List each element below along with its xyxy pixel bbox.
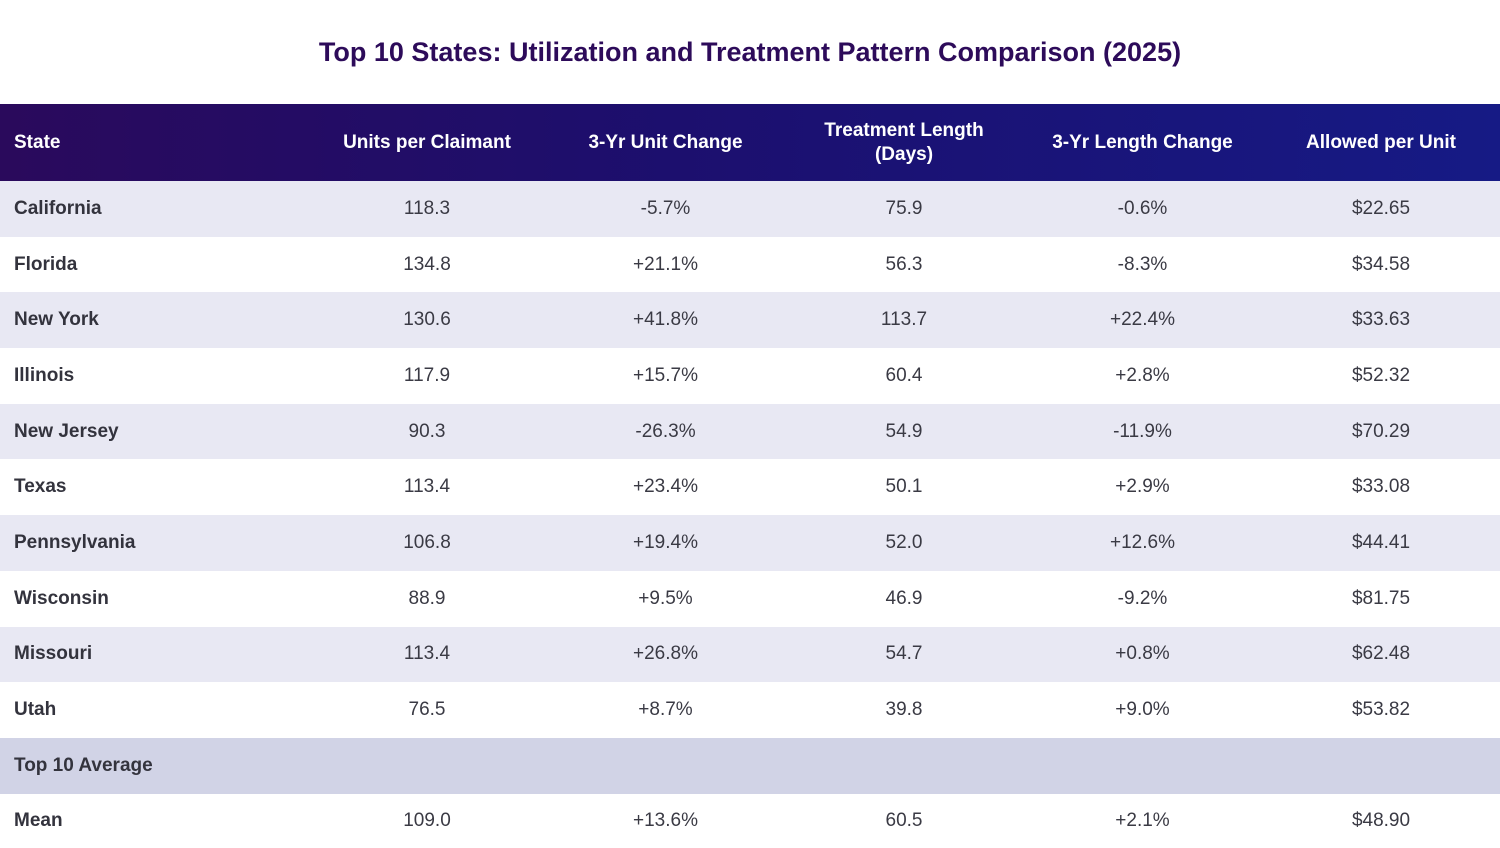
section-label: Top 10 Average [14, 754, 153, 776]
section-empty-cell [546, 738, 785, 794]
units-per-claimant-cell: 113.4 [403, 643, 451, 665]
length-change-cell: +22.4% [1110, 309, 1175, 331]
state-cell: Mean [14, 810, 63, 832]
unit-change-cell: +19.4% [633, 531, 698, 553]
allowed-per-unit-cell: $44.41 [1351, 531, 1411, 553]
treatment-length-cell: 56.3 [885, 253, 923, 275]
allowed-per-unit-cell: $62.48 [1351, 643, 1411, 665]
unit-change-cell: +23.4% [633, 476, 698, 498]
unit-change-cell: +21.1% [633, 253, 698, 275]
treatment-length-cell: 50.1 [885, 476, 923, 498]
summary-row: Mean 109.0 +13.6% 60.5 +2.1% $48.90 [0, 793, 1500, 848]
allowed-per-unit-cell: $70.29 [1351, 420, 1411, 442]
treatment-length-cell: 54.9 [885, 420, 923, 442]
section-row: Top 10 Average [0, 737, 1500, 794]
table-row: Missouri 113.4 +26.8% 54.7 +0.8% $62.48 [0, 626, 1500, 683]
length-change-cell: +2.9% [1115, 476, 1170, 498]
state-cell: Wisconsin [14, 587, 109, 609]
state-cell: Texas [14, 476, 67, 498]
length-change-cell: -11.9% [1113, 420, 1172, 442]
treatment-length-cell: 60.5 [885, 810, 923, 832]
table-row: Illinois 117.9 +15.7% 60.4 +2.8% $52.32 [0, 348, 1500, 404]
unit-change-cell: -5.7% [640, 197, 691, 219]
column-header-units-per-claimant: Units per Claimant [343, 131, 511, 153]
section-empty-cell [1023, 738, 1262, 794]
table-header-row: State Units per Claimant 3-Yr Unit Chang… [0, 104, 1500, 181]
length-change-cell: -0.6% [1117, 197, 1168, 219]
table-row: New Jersey 90.3 -26.3% 54.9 -11.9% $70.29 [0, 403, 1500, 460]
unit-change-cell: -26.3% [635, 420, 696, 442]
units-per-claimant-cell: 113.4 [403, 476, 451, 498]
table-row: California 118.3 -5.7% 75.9 -0.6% $22.65 [0, 181, 1500, 237]
table-row: Utah 76.5 +8.7% 39.8 +9.0% $53.82 [0, 682, 1500, 738]
treatment-length-cell: 52.0 [885, 531, 923, 553]
length-change-cell: -8.3% [1117, 253, 1168, 275]
unit-change-cell: +8.7% [638, 699, 693, 721]
treatment-length-cell: 60.4 [885, 364, 923, 386]
unit-change-cell: +26.8% [633, 643, 698, 665]
units-per-claimant-cell: 134.8 [403, 253, 451, 275]
section-empty-cell [1262, 738, 1500, 794]
comparison-table: State Units per Claimant 3-Yr Unit Chang… [0, 104, 1500, 848]
allowed-per-unit-cell: $52.32 [1351, 364, 1411, 386]
column-header-length-change: 3-Yr Length Change [1052, 131, 1233, 153]
allowed-per-unit-cell: $48.90 [1351, 810, 1411, 832]
table-row: Texas 113.4 +23.4% 50.1 +2.9% $33.08 [0, 459, 1500, 516]
column-header-state: State [14, 131, 61, 153]
table-title: Top 10 States: Utilization and Treatment… [318, 36, 1182, 67]
section-empty-cell [308, 738, 546, 794]
table-body: California 118.3 -5.7% 75.9 -0.6% $22.65 Flori… [0, 181, 1500, 848]
unit-change-cell: +13.6% [633, 810, 698, 832]
table-row: Pennsylvania 106.8 +19.4% 52.0 +12.6% $44.41 [0, 515, 1500, 571]
section-empty-cell [785, 738, 1023, 794]
state-cell: California [14, 197, 102, 219]
units-per-claimant-cell: 118.3 [403, 197, 451, 219]
state-cell: Utah [14, 699, 57, 721]
length-change-cell: +12.6% [1110, 531, 1175, 553]
treatment-length-cell: 75.9 [885, 197, 923, 219]
allowed-per-unit-cell: $33.08 [1351, 476, 1411, 498]
table-row: New York 130.6 +41.8% 113.7 +22.4% $33.63 [0, 292, 1500, 349]
allowed-per-unit-cell: $53.82 [1351, 699, 1411, 721]
unit-change-cell: +41.8% [633, 309, 698, 331]
units-per-claimant-cell: 88.9 [408, 587, 446, 609]
length-change-cell: +0.8% [1115, 643, 1170, 665]
table-row: Florida 134.8 +21.1% 56.3 -8.3% $34.58 [0, 236, 1500, 293]
length-change-cell: -9.2% [1117, 587, 1168, 609]
units-per-claimant-cell: 117.9 [403, 364, 451, 386]
units-per-claimant-cell: 106.8 [403, 531, 451, 553]
allowed-per-unit-cell: $33.63 [1351, 309, 1411, 331]
units-per-claimant-cell: 130.6 [403, 309, 451, 331]
length-change-cell: +2.8% [1115, 364, 1170, 386]
length-change-cell: +2.1% [1115, 810, 1170, 832]
allowed-per-unit-cell: $34.58 [1351, 253, 1411, 275]
column-header-allowed-per-unit: Allowed per Unit [1306, 131, 1456, 153]
state-cell: New Jersey [14, 420, 119, 442]
units-per-claimant-cell: 90.3 [408, 420, 446, 442]
unit-change-cell: +9.5% [638, 587, 693, 609]
allowed-per-unit-cell: $81.75 [1351, 587, 1411, 609]
state-cell: Florida [14, 253, 78, 275]
treatment-length-cell: 54.7 [885, 643, 923, 665]
column-header-unit-change: 3-Yr Unit Change [588, 131, 743, 153]
length-change-cell: +9.0% [1115, 699, 1170, 721]
units-per-claimant-cell: 109.0 [403, 810, 451, 832]
unit-change-cell: +15.7% [633, 364, 698, 386]
column-header-treatment-length: Treatment Length (Days) [824, 119, 984, 165]
table-row: Wisconsin 88.9 +9.5% 46.9 -9.2% $81.75 [0, 570, 1500, 627]
allowed-per-unit-cell: $22.65 [1351, 197, 1411, 219]
treatment-length-cell: 39.8 [885, 699, 923, 721]
units-per-claimant-cell: 76.5 [408, 699, 446, 721]
state-cell: New York [14, 309, 99, 331]
treatment-length-cell: 46.9 [885, 587, 923, 609]
treatment-length-cell: 113.7 [880, 309, 928, 331]
state-cell: Illinois [14, 364, 75, 386]
state-cell: Missouri [14, 643, 93, 665]
state-cell: Pennsylvania [14, 531, 136, 553]
